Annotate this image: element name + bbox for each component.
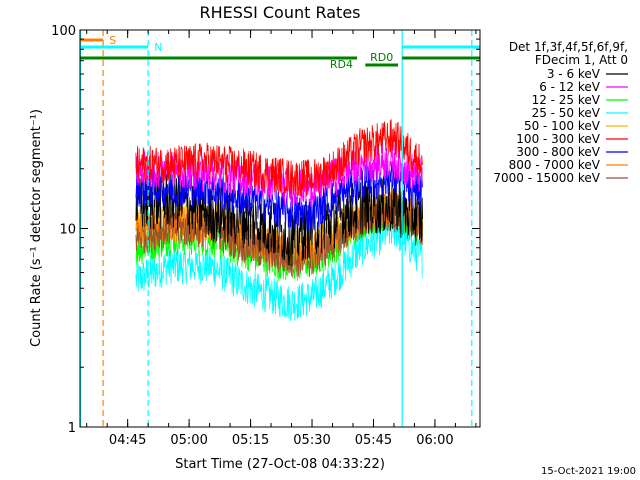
series-line-100-300kev <box>135 119 423 197</box>
x-tick-label: 05:15 <box>232 433 269 448</box>
legend-header-line-2: FDecim 1, Att 0 <box>535 53 628 67</box>
legend-entry-label: 25 - 50 keV <box>532 106 601 120</box>
x-tick-label: 05:00 <box>170 433 207 448</box>
series-layer <box>135 119 423 322</box>
legend-header-line-1: Det 1f,3f,4f,5f,6f,9f, <box>509 40 628 54</box>
legend-entry-label: 100 - 300 keV <box>516 132 600 146</box>
footer-timestamp: 15-Oct-2021 19:00 <box>541 466 636 477</box>
y-tick-label: 1 <box>68 421 76 436</box>
y-axis-label: Count Rate (s⁻¹ detector segment⁻¹) <box>29 109 44 347</box>
axis-layer: 04:45 05:00 05:15 05:30 05:45 06:00 1 10 100 <box>51 24 480 448</box>
legend-entry-label: 7000 - 15000 keV <box>493 171 600 185</box>
flag-label-rd4: RD4 <box>330 58 353 71</box>
legend-entry-label: 6 - 12 keV <box>539 80 601 94</box>
y-tick-label: 100 <box>51 24 76 39</box>
series-line-25-50kev <box>135 212 423 322</box>
series-line-3-6kev <box>135 171 423 267</box>
y-tick-label: 10 <box>59 223 76 238</box>
x-tick-label: 05:30 <box>293 433 330 448</box>
flag-label-n: N <box>154 41 162 54</box>
x-tick-label: 05:45 <box>355 433 392 448</box>
series-line-300-800kev <box>135 160 423 231</box>
legend-entry-label: 800 - 7000 keV <box>509 158 601 172</box>
legend: Det 1f,3f,4f,5f,6f,9f, FDecim 1, Att 0 3… <box>493 40 628 185</box>
legend-entry-label: 300 - 800 keV <box>516 145 600 159</box>
flag-label-rd0: RD0 <box>370 51 393 64</box>
x-axis-label: Start Time (27-Oct-08 04:33:22) <box>175 457 385 472</box>
x-tick-label: 04:45 <box>109 433 146 448</box>
chart-title: RHESSI Count Rates <box>200 3 361 22</box>
flag-label-s: S <box>109 34 116 47</box>
legend-entry-label: 3 - 6 keV <box>547 67 601 81</box>
x-tick-label: 06:00 <box>416 433 453 448</box>
legend-entry-label: 50 - 100 keV <box>524 119 601 133</box>
legend-entry-label: 12 - 25 keV <box>532 93 601 107</box>
